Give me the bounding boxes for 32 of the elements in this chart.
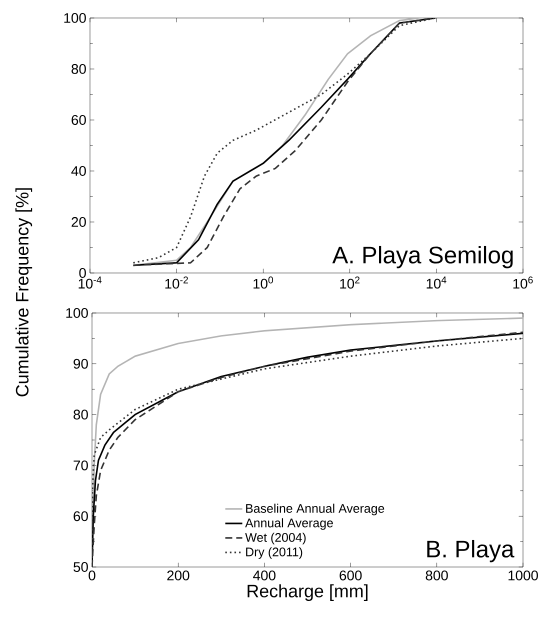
y-axis-title: Cumulative Frequency [%] <box>15 188 32 396</box>
annotation: A. Playa Semilog <box>332 246 513 268</box>
y-tick-label: 20 <box>72 217 86 227</box>
x-axis-title: Recharge [mm] <box>248 584 368 601</box>
y-tick-label: 50 <box>74 562 88 572</box>
y-tick-label: 0 <box>79 268 86 278</box>
x-tick-label: 10$^{-2}$ <box>165 276 188 289</box>
y-tick-label: 40 <box>71 166 86 176</box>
x-tick-label: 10$^{2}$ <box>340 276 360 289</box>
y-tick-label: 80 <box>74 410 88 420</box>
x-tick-label: 10$^{6}$ <box>513 276 533 289</box>
y-tick-label: 70 <box>74 460 88 470</box>
y-tick-label: 60 <box>74 511 88 522</box>
y-tick-label: 60 <box>72 115 86 125</box>
annotation: B. Playa <box>427 540 514 562</box>
x-tick-label: 800 <box>426 570 448 580</box>
x-tick-label: 10$^{0}$ <box>254 276 274 289</box>
y-tick-label: 100 <box>66 308 88 318</box>
x-tick-label: 10$^{-4}$ <box>78 276 102 289</box>
x-tick-label: 10$^{4}$ <box>426 276 446 289</box>
y-tick-label: 80 <box>72 64 86 74</box>
y-tick-label: 90 <box>74 358 88 369</box>
legend-label: Wet (2004) <box>245 532 306 544</box>
y-tick-label: 100 <box>64 13 86 23</box>
x-tick-label: 600 <box>340 570 362 580</box>
x-tick-label: 200 <box>167 570 190 580</box>
x-tick-label: 0 <box>88 570 96 580</box>
legend-label: Baseline Annual Average <box>246 504 384 516</box>
legend-label: Annual Average <box>245 518 333 530</box>
x-tick-label: 400 <box>253 570 276 580</box>
legend-label: Dry (2011) <box>246 547 302 559</box>
x-tick-label: 1000 <box>508 570 538 580</box>
